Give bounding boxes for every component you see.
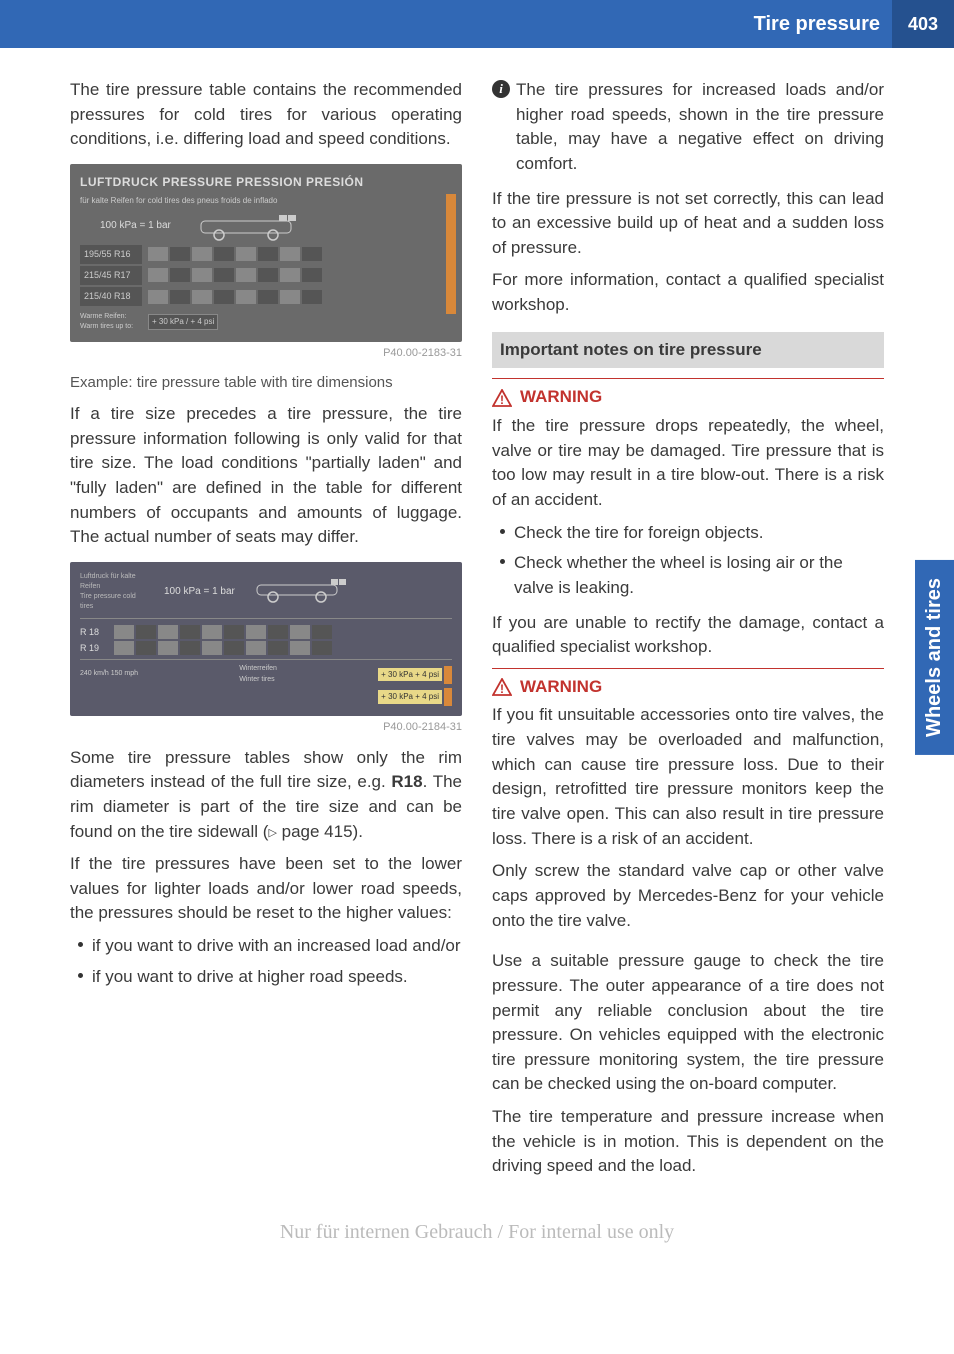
warning-triangle-icon: ! [492, 389, 512, 407]
footer-watermark: Nur für internen Gebrauch / For internal… [0, 1207, 954, 1254]
placard2-speed: 240 km/h 150 mph [80, 669, 138, 679]
warning-header-1: ! WARNING [492, 378, 884, 410]
bullet-list-left: if you want to drive with an increased l… [70, 934, 462, 989]
header-title: Tire pressure [754, 13, 892, 36]
rim-label-0: R 18 [80, 626, 110, 639]
right-para-3: Use a suitable pressure gauge to check t… [492, 949, 884, 1097]
placard2-kpa: 100 kPa = 1 bar [164, 585, 235, 600]
triangle-ref-icon: ▷ [268, 827, 276, 839]
warn2-para1: If you fit unsuitable accessories onto t… [492, 703, 884, 851]
r18-bold: R18 [391, 772, 422, 791]
info-icon: i [492, 80, 510, 98]
section-header: Important notes on tire pressure [492, 332, 884, 369]
warn1-para1: If the tire pressure drops repeatedly, t… [492, 414, 884, 513]
image-ref-1: P40.00-2183-31 [70, 346, 462, 362]
warning-label: WARNING [520, 675, 602, 700]
left-column: The tire pressure table contains the rec… [70, 78, 462, 1187]
car-diagram-icon [191, 213, 301, 243]
placard1-footnote: Warme Reifen: Warm tires up to: [80, 312, 142, 332]
section-tab: Wheels and tires [915, 560, 954, 755]
warn2-para2: Only screw the standard valve cap or oth… [492, 859, 884, 933]
placard2-box1: + 30 kPa + 4 psi [378, 668, 442, 682]
right-para-4: The tire temperature and pressure increa… [492, 1105, 884, 1179]
paragraph-3: If the tire pressures have been set to t… [70, 852, 462, 926]
tire-size-2: 215/40 R18 [80, 287, 142, 306]
orange-bar-1 [444, 666, 452, 684]
svg-text:!: ! [500, 682, 504, 696]
list-item: Check the tire for foreign objects. [500, 521, 884, 546]
list-item: if you want to drive at higher road spee… [78, 965, 462, 990]
info-block: i The tire pressures for increased loads… [492, 78, 884, 177]
paragraph-1: If a tire size precedes a tire pressure,… [70, 402, 462, 550]
svg-text:!: ! [500, 393, 504, 407]
placard1-sub: für kalte Reifen for cold tires des pneu… [80, 195, 452, 207]
right-para-1: If the tire pressure is not set correctl… [492, 187, 884, 261]
tire-pressure-placard-1: LUFTDRUCK PRESSURE PRESSION PRESIÓN für … [70, 164, 462, 342]
list-item: Check whether the wheel is losing air or… [500, 551, 884, 600]
page-header: Tire pressure 403 [0, 0, 954, 48]
rim-label-1: R 19 [80, 642, 110, 655]
tire-size-1: 215/45 R17 [80, 266, 142, 285]
orange-bar-2 [444, 688, 452, 706]
page-number: 403 [892, 0, 954, 48]
right-column: i The tire pressures for increased loads… [492, 78, 884, 1187]
placard1-title: LUFTDRUCK PRESSURE PRESSION PRESIÓN [80, 174, 452, 191]
image-ref-2: P40.00-2184-31 [70, 720, 462, 736]
paragraph-2: Some tire pressure tables show only the … [70, 746, 462, 845]
caption-1: Example: tire pressure table with tire d… [70, 372, 462, 394]
warn1-bullets: Check the tire for foreign objects. Chec… [492, 521, 884, 601]
page-ref-text: page 415). [277, 822, 363, 841]
list-item: if you want to drive with an increased l… [78, 934, 462, 959]
placard1-footnote-box: + 30 kPa / + 4 psi [148, 314, 218, 330]
right-para-2: For more information, contact a qualifie… [492, 268, 884, 317]
car-diagram-icon-2 [249, 579, 349, 605]
warning-triangle-icon: ! [492, 678, 512, 696]
warn1-para2: If you are unable to rectify the damage,… [492, 611, 884, 660]
placard-orange-strip [446, 194, 456, 314]
tire-pressure-placard-2: Luftdruck für kalte ReifenTire pressure … [70, 562, 462, 716]
info-text: The tire pressures for increased loads a… [516, 78, 884, 177]
warning-label: WARNING [520, 385, 602, 410]
placard1-kpa: 100 kPa = 1 bar [100, 219, 171, 234]
tire-size-0: 195/55 R16 [80, 245, 142, 264]
placard2-box2: + 30 kPa + 4 psi [378, 690, 442, 704]
intro-paragraph: The tire pressure table contains the rec… [70, 78, 462, 152]
page-ref: ▷ page 415). [268, 822, 362, 841]
warning-header-2: ! WARNING [492, 668, 884, 700]
